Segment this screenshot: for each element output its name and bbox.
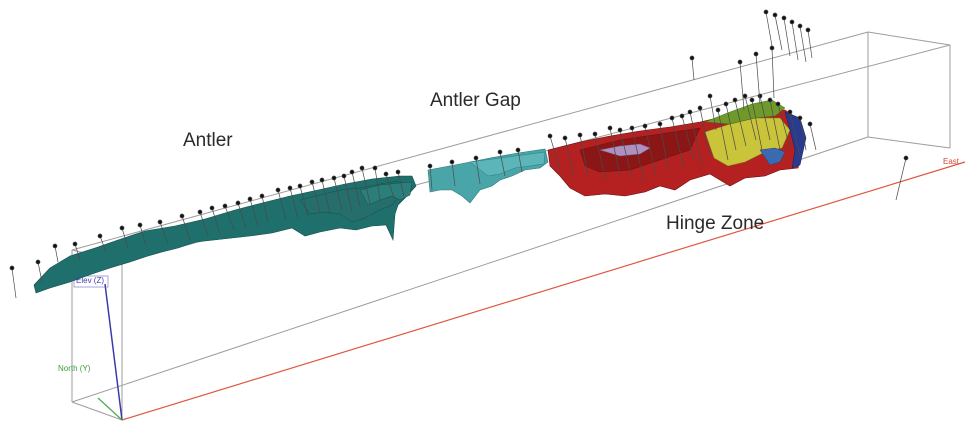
hinge-zone-label: Hinge Zone: [666, 213, 765, 234]
antler-gap-label: Antler Gap: [430, 90, 521, 111]
north-axis-label: North (Y): [58, 364, 91, 373]
north-axis: [97, 397, 123, 421]
hinge-zone-surface: [547, 99, 807, 197]
antler-label: Antler: [183, 130, 233, 151]
elev-axis: [104, 283, 123, 421]
elev-axis-tag: [73, 275, 109, 288]
antler-gap-surface: [427, 148, 549, 204]
drill-holes: [9, 9, 909, 299]
east-axis: [121, 161, 966, 421]
elev-axis-label: Elev (Z): [76, 276, 104, 285]
east-axis-label: East: [943, 157, 960, 166]
